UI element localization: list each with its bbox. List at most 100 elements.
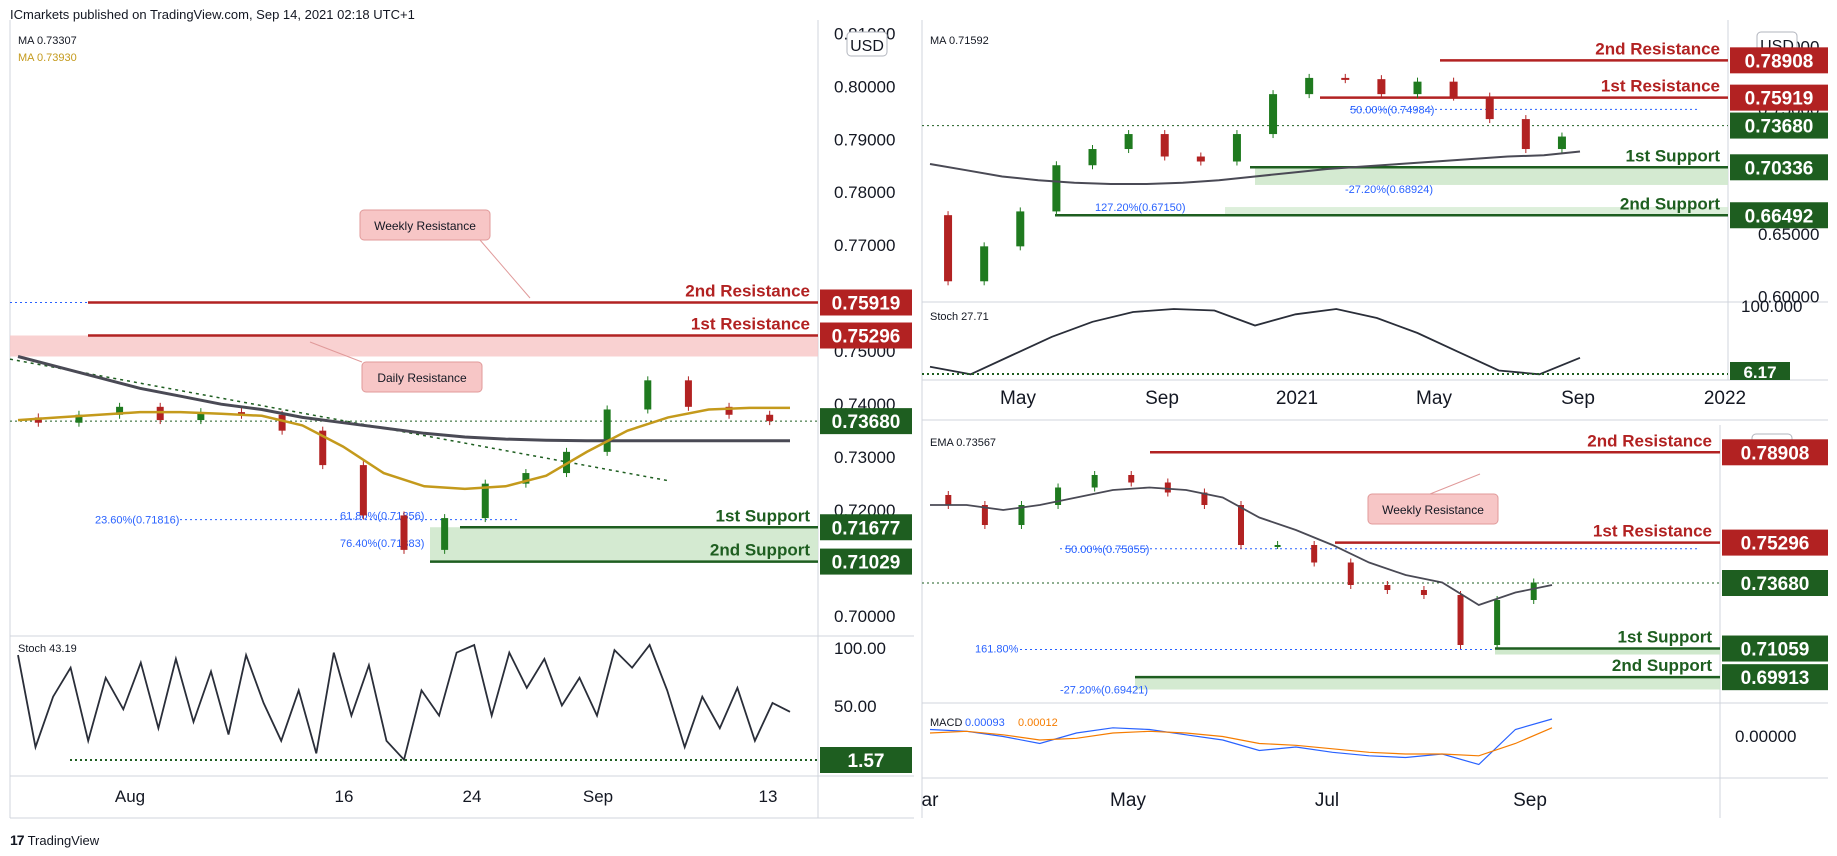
rt-price-candle [1232,134,1241,162]
rb-price-candle [1055,487,1062,505]
rt-level-price-0-tag [1730,47,1828,74]
rb-support-zone [1495,648,1720,655]
left-level-price-0-value: 0.75919 [832,294,901,315]
left-price-tick: 0.77000 [834,236,895,255]
rt-time-tick: May [1416,388,1452,409]
rt-level-label-4: 2nd Support [1620,194,1720,213]
left-price-tick: 0.70000 [834,607,895,626]
left-price-candle [603,409,611,452]
brand-name: TradingView [27,832,100,848]
rb-time-tick: Jul [1315,790,1339,811]
rt-level-label-3: 1st Support [1626,146,1721,165]
rt-price-candle [1341,77,1350,80]
left-fib-label-2: 61.80%(0.71856) [340,511,424,523]
rs-stoch-last-tag [1730,362,1790,380]
rs-stoch-tick: 100.000 [1741,297,1802,316]
rb-price-candle [1091,475,1098,488]
left-level-label-1: 1st Resistance [691,315,810,334]
rt-time-tick: May [1000,388,1036,409]
rb-time-tick: Sep [1513,790,1547,811]
rb-ema [930,486,1553,606]
left-currency-box [846,31,888,57]
rb-last-price-tag [1722,570,1828,596]
rt-ma [929,150,1581,185]
left-ma2-label: MA 0.73930 [18,52,77,64]
left-level-price-3-tag [820,514,912,541]
rt-price-candle [1016,211,1025,247]
rt-support2-zone [1225,207,1728,216]
left-fib-label-3: 76.40%(0.71383) [340,538,424,550]
left-price-candle [237,412,245,415]
tradingview-brand: 17 TradingView [10,832,99,848]
rt-price-candle [1521,119,1530,150]
rb-time-tick: May [1110,790,1146,811]
rt-price-candle [1485,96,1494,120]
rb-price-candle [1274,545,1281,547]
rt-level-label-0: 2nd Resistance [1595,39,1720,58]
rb-price-candle [1018,505,1025,525]
left-price-candle [441,518,449,550]
left-price-candle [481,483,489,519]
rt-level-price-1-value: 0.75919 [1745,89,1814,110]
rt-level-price-4-tag [1730,202,1828,229]
left-price-candle [644,380,652,410]
rt-price-candle [1160,134,1169,157]
left-stoch-last-tag [820,747,912,773]
rt-price-candle [944,215,953,282]
rb-price-candle [1494,600,1501,645]
rt-price-candle [1557,136,1566,150]
rt-fib-label-3: 127.20%(0.67150) [1095,202,1186,214]
rb-price-candle [1311,545,1318,563]
rb-level-price-0-tag [1722,439,1828,466]
rt-price-candle [1305,77,1314,95]
rt-level-price-1-tag [1730,84,1828,111]
left-price-candle [522,473,530,484]
rb-level-label-4: 2nd Support [1612,656,1712,675]
rb-ema-label: EMA 0.73567 [930,437,996,449]
rt-level-price-4-value: 0.66492 [1745,206,1814,227]
rt-support-zone [1255,167,1728,185]
rb-weekly-box [1367,493,1499,525]
rt-price-candle [1449,81,1458,97]
rt-price-candle [1269,94,1278,135]
rb-level-price-4-tag [1722,664,1828,691]
publish-header: ICmarkets published on TradingView.com, … [10,7,415,22]
left-price-candle [116,406,124,415]
left-price-candle [319,430,327,466]
left-level-price-4-value: 0.71029 [832,553,901,574]
rt-price-candle [1052,165,1061,212]
left-stoch-tick-100: 100.00 [834,639,886,658]
rb-time-tick: ar [922,790,940,811]
rb-weekly-pointer [1429,473,1481,495]
left-ma-grey [17,355,790,443]
rb-price-candles [945,471,1537,649]
macd-signal-line [929,727,1553,757]
left-price-tick: 0.80000 [834,77,895,96]
rt-price-candle [1196,156,1205,162]
macd-tick: 0.00000 [1735,727,1796,746]
rb-level-price-1-value: 0.75296 [1741,534,1810,555]
left-daily-pointer [309,341,363,363]
rt-price-tick: 0.60000 [1758,287,1819,306]
rt-ma-label: MA 0.71592 [930,35,989,47]
left-level-price-4-tag [820,548,912,575]
rs-stoch-last-value: 6.17 [1743,363,1776,382]
left-level-price-3-value: 0.71677 [832,518,901,539]
left-price-candle [766,414,774,422]
rt-time-tick: 2022 [1704,388,1746,409]
left-weekly-text: Weekly Resistance [374,219,476,233]
rb-weekly-text: Weekly Resistance [1382,503,1484,517]
left-price-candle [34,417,42,423]
left-price-tick: 0.73000 [834,448,895,467]
rt-price-candle [1088,149,1097,166]
left-level-price-0-tag [820,289,912,316]
left-price-candles [34,376,774,554]
rb-level-price-0-value: 0.78908 [1741,443,1810,464]
rb-fib-label-1: 50.00%(0.75055) [1065,544,1149,556]
rt-fib-label-2: -27.20%(0.68924) [1345,184,1433,196]
left-price-candle [400,515,408,550]
rs-stoch-line [929,308,1581,376]
left-last-price-tag [820,408,912,435]
left-resistance-zone [10,335,818,357]
